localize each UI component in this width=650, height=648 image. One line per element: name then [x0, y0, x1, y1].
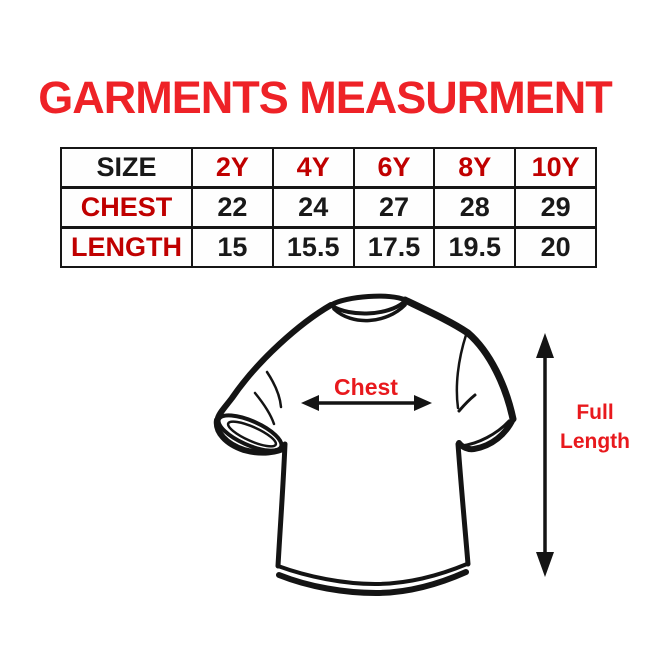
- chest-value-cell: 29: [514, 186, 597, 229]
- size-column-8y: 8Y: [433, 147, 517, 189]
- length-value-cell: 15.5: [271, 226, 355, 268]
- length-row-label: LENGTH: [60, 226, 193, 268]
- left-sleeve-outer-edge: [215, 302, 334, 421]
- table-row-length: LENGTH 15 15.5 17.5 19.5 20: [60, 226, 597, 268]
- body-left-seam: [275, 441, 288, 569]
- tshirt-drawing: [213, 293, 554, 596]
- hem-upper-line: [276, 562, 469, 586]
- left-fold-line-1: [265, 370, 283, 409]
- length-value-cell: 17.5: [352, 226, 436, 268]
- full-length-label-line1: Full: [576, 401, 614, 424]
- right-sleeve-outer-edge: [401, 296, 517, 423]
- chest-value-cell: 24: [271, 186, 355, 229]
- size-column-10y: 10Y: [514, 147, 597, 189]
- chest-value-cell: 28: [433, 186, 517, 229]
- right-armpit-fold: [457, 393, 477, 413]
- chest-row-label: CHEST: [60, 186, 193, 229]
- size-table: SIZE 2Y 4Y 6Y 8Y 10Y CHEST 22 24 27 28 2…: [60, 147, 597, 268]
- right-cuff-inner-rim: [459, 419, 511, 448]
- size-header-cell: SIZE: [60, 147, 193, 189]
- size-column-4y: 4Y: [271, 147, 355, 189]
- collar-outer-line: [328, 293, 408, 308]
- collar-band-line: [330, 300, 406, 316]
- length-value-cell: 20: [514, 226, 597, 268]
- chest-value-cell: 22: [191, 186, 274, 229]
- left-cuff-inner-rim: [226, 420, 278, 448]
- size-column-2y: 2Y: [191, 147, 274, 189]
- full-length-arrow: [536, 333, 554, 577]
- measurement-diagram: Chest Full Length: [0, 280, 650, 648]
- table-row-size: SIZE 2Y 4Y 6Y 8Y 10Y: [60, 147, 597, 189]
- size-column-6y: 6Y: [352, 147, 436, 189]
- length-value-cell: 15: [191, 226, 274, 268]
- chest-arrow: [301, 395, 432, 411]
- right-sleeve-crease: [455, 333, 468, 410]
- full-length-label-line2: Length: [560, 430, 630, 453]
- tshirt-body: [215, 296, 513, 585]
- table-row-chest: CHEST 22 24 27 28 29: [60, 186, 597, 229]
- full-length-label: Full Length: [550, 398, 640, 456]
- body-right-seam: [455, 441, 471, 567]
- left-fold-line-2: [253, 391, 276, 426]
- page-title: GARMENTS MEASURMENT: [38, 72, 613, 123]
- chest-value-cell: 27: [352, 186, 436, 229]
- left-cuff-opening: [216, 413, 284, 453]
- hem-lower-line: [276, 569, 469, 596]
- chest-arrow-label: Chest: [334, 374, 398, 400]
- length-value-cell: 19.5: [433, 226, 517, 268]
- collar-scoop-line: [332, 303, 407, 323]
